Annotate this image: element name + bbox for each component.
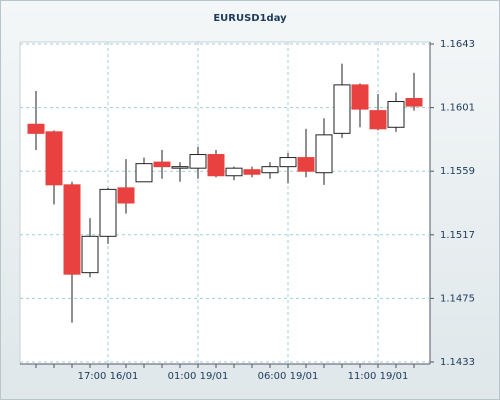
x-tick-label: 06:00 19/01 [258,371,319,382]
candle-body [333,84,351,134]
candle-body [369,110,387,130]
candle-body [189,154,207,169]
candle-body [27,123,45,134]
candle-body [351,84,369,110]
candle-body [279,157,297,168]
candle-body [261,166,279,174]
candle-body [117,187,135,204]
x-tick-label: 11:00 19/01 [348,371,409,382]
candle-body [387,101,405,128]
candle-body [81,235,99,274]
y-tick-label: 1.1559 [440,166,475,177]
y-tick-label: 1.1475 [440,293,475,304]
candle-body [135,163,153,183]
y-tick-label: 1.1643 [440,39,475,50]
candle-body [207,154,225,177]
y-tick-label: 1.1517 [440,230,475,241]
candle-body [243,169,261,175]
candle-body [225,167,243,177]
candle-body [315,134,333,174]
candle-body [63,184,81,275]
x-tick-label: 17:00 16/01 [78,371,139,382]
chart-title: EURUSD1day [213,13,287,24]
candle-body [171,166,189,169]
x-tick-label: 01:00 19/01 [168,371,229,382]
candle-body [45,131,63,186]
y-tick-label: 1.1601 [440,103,475,114]
candle-body [405,98,423,107]
candle-body [153,161,171,168]
candle-body [297,157,315,172]
candle-body [99,188,117,237]
y-tick-label: 1.1433 [440,357,475,368]
